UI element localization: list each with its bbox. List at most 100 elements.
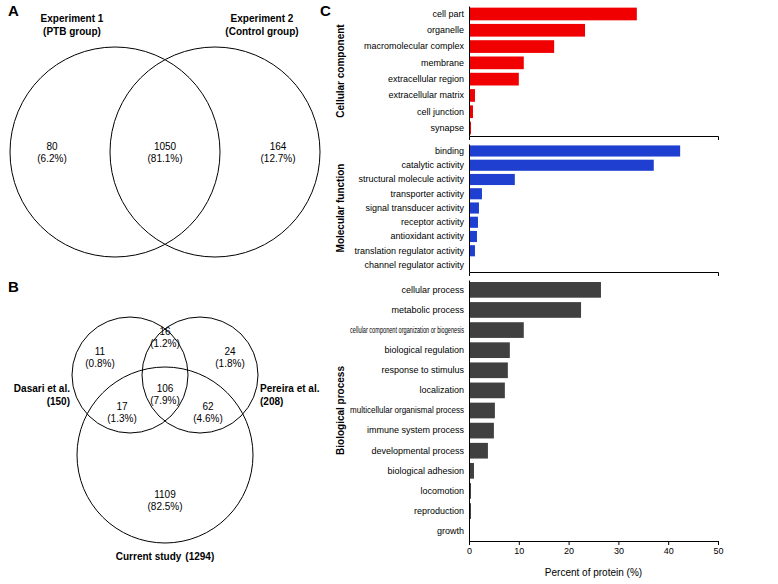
tick: synapse <box>430 123 469 133</box>
value-axis <box>470 137 719 141</box>
bar <box>469 282 601 298</box>
region-count: 11 <box>95 346 106 357</box>
tick-label: catalytic activity <box>401 160 464 170</box>
tick-label: 30 <box>614 546 624 556</box>
tick-label: biological regulation <box>384 345 464 355</box>
tick: signal transducer activity <box>365 203 469 213</box>
tick: reproduction <box>414 506 469 516</box>
axis-line <box>470 542 719 546</box>
tick: 50 <box>713 541 723 556</box>
region-count: 1050 <box>154 141 177 152</box>
tick-label: 20 <box>564 546 574 556</box>
tick: structural molecule activity <box>358 174 469 184</box>
bar <box>469 40 554 53</box>
tick: extracellular region <box>388 74 469 84</box>
tick-label: reproduction <box>414 506 464 516</box>
tick-label: localization <box>419 385 464 395</box>
tick: macromolecular complex <box>364 41 469 51</box>
bar <box>469 73 519 86</box>
tick-label: 50 <box>713 546 723 556</box>
set-label: (208) <box>260 396 283 407</box>
tick-label: immune system process <box>367 425 465 435</box>
tick: transporter activity <box>390 189 469 199</box>
region-percent: (4.6%) <box>193 413 222 424</box>
bar <box>469 443 488 459</box>
tick: 20 <box>564 541 574 556</box>
set-circle <box>110 47 320 257</box>
tick-mark <box>718 541 719 545</box>
bar <box>469 145 680 156</box>
tick: channel regulator activity <box>364 260 469 270</box>
tick-mark <box>668 541 669 545</box>
set-circle <box>142 317 258 433</box>
tick: response to stimulus <box>381 365 469 375</box>
set-label: (150) <box>47 396 70 407</box>
venn-diagram: AExperiment 1(PTB group)Experiment 2(Con… <box>8 2 320 257</box>
bar-chart: bindingcatalytic activitystructural mole… <box>335 145 719 277</box>
tick-label: extracellular region <box>388 74 464 84</box>
tick: membrane <box>421 58 469 68</box>
tick: cellular process <box>401 285 469 295</box>
region-percent: (81.1%) <box>147 153 182 164</box>
tick-label: growth <box>437 526 464 536</box>
panel-label: C <box>320 2 331 19</box>
value-axis <box>470 273 719 277</box>
bar <box>469 57 524 70</box>
tick: translation regulator activity <box>354 246 469 256</box>
region-count: 106 <box>157 383 174 394</box>
bar <box>469 302 581 318</box>
bar <box>469 160 654 171</box>
set-name: Current study <box>116 551 182 562</box>
axis-title: Biological process <box>335 366 346 455</box>
tick-label: multicellular organismal process <box>350 405 464 415</box>
tick-label: cellular process <box>401 285 464 295</box>
tick: multicellular organismal process <box>350 405 469 415</box>
bar <box>469 342 510 358</box>
tick: biological regulation <box>384 345 469 355</box>
bar <box>469 174 515 185</box>
set-circle <box>77 367 253 543</box>
bar <box>469 231 477 242</box>
region-percent: (0.8%) <box>85 358 114 369</box>
set-label: (1294) <box>185 551 214 562</box>
tick-label: receptor activity <box>401 217 465 227</box>
set-circle <box>72 317 188 433</box>
tick-label: cellular component organization or bioge… <box>350 325 464 335</box>
tick-mark <box>469 541 470 545</box>
tick-label: channel regulator activity <box>364 260 464 270</box>
tick-label: response to stimulus <box>381 365 464 375</box>
bar <box>469 322 524 338</box>
tick-label: cell junction <box>417 107 464 117</box>
set-name: Experiment 2 <box>231 13 294 24</box>
tick-label: 0 <box>467 546 472 556</box>
tick-label: locomotion <box>420 486 464 496</box>
tick-label: biological adhesion <box>387 466 464 476</box>
axis-line <box>470 273 719 277</box>
tick: antioxidant activity <box>390 231 469 241</box>
tick-label: membrane <box>421 58 464 68</box>
tick-label: cell part <box>432 9 464 19</box>
value-axis: 01020304050 <box>467 541 724 556</box>
bars <box>469 8 637 135</box>
region-percent: (1.3%) <box>107 413 136 424</box>
tick: receptor activity <box>401 217 469 227</box>
category-axis: cell part organelle macromolecular complex… <box>364 7 470 137</box>
region-percent: (1.8%) <box>215 358 244 369</box>
tick: cell part <box>432 9 469 19</box>
bar <box>469 24 585 37</box>
tick-mark <box>569 541 570 545</box>
set-label: (PTB group) <box>43 26 101 37</box>
tick: immune system process <box>367 425 469 435</box>
region-percent: (1.2%) <box>150 338 179 349</box>
tick: 10 <box>514 541 524 556</box>
set-name: Experiment 1 <box>41 13 104 24</box>
tick-label: translation regulator activity <box>354 246 464 256</box>
region-percent: (7.9%) <box>150 395 179 406</box>
bar <box>469 188 482 199</box>
tick: organelle <box>427 25 469 35</box>
tick-label: metabolic process <box>391 305 464 315</box>
bar <box>469 383 505 399</box>
region-count: 62 <box>202 401 214 412</box>
set-circle <box>10 47 220 257</box>
bar <box>469 403 495 419</box>
